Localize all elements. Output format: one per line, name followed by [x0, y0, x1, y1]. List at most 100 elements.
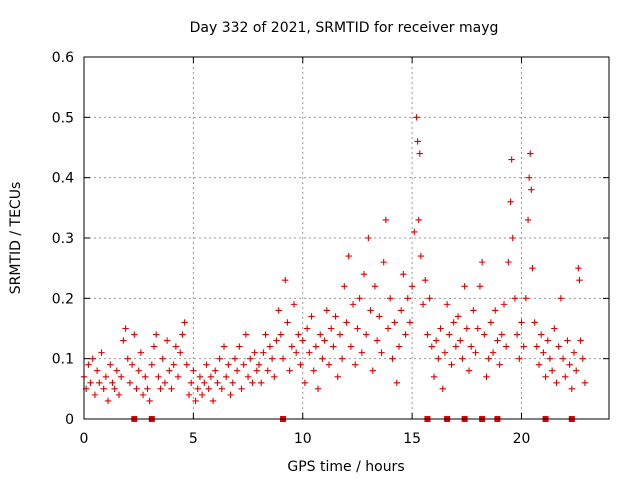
data-point: [240, 361, 247, 368]
data-point: [109, 379, 116, 386]
data-point: [402, 331, 409, 338]
data-point: [102, 373, 110, 380]
data-point: [321, 337, 328, 344]
data-point: [257, 379, 265, 386]
data-point: [268, 355, 276, 362]
data-point: [338, 355, 346, 362]
data-point: [85, 361, 92, 368]
data-point: [122, 325, 129, 332]
data-point: [347, 343, 355, 350]
data-point: [308, 313, 315, 320]
data-point: [323, 307, 331, 314]
data-point: [236, 343, 243, 350]
data-point: [415, 216, 422, 224]
data-point: [422, 277, 429, 284]
data-point: [297, 361, 304, 368]
data-point: [120, 337, 127, 344]
data-point: [159, 355, 166, 362]
data-point: [187, 379, 195, 386]
data-point: [406, 319, 414, 326]
data-point: [209, 397, 217, 405]
data-point: [555, 343, 562, 350]
data-point: [93, 367, 101, 374]
data-point: [117, 373, 125, 380]
data-point: [566, 361, 573, 368]
data-point: [533, 343, 541, 350]
chart-title: Day 332 of 2021, SRMTID for receiver may…: [190, 20, 499, 36]
data-point: [253, 367, 261, 374]
data-point: [579, 355, 586, 362]
data-point: [349, 301, 357, 308]
data-point: [494, 337, 501, 344]
data-point: [115, 391, 123, 399]
data-point: [397, 307, 405, 314]
data-point: [577, 337, 584, 344]
data-points: [80, 114, 589, 405]
data-point: [295, 331, 302, 338]
data-point: [540, 349, 547, 356]
data-point: [389, 355, 396, 362]
data-point: [478, 258, 486, 266]
data-point: [214, 379, 221, 386]
data-point: [483, 373, 490, 380]
x-axis-label: GPS time / hours: [287, 459, 404, 475]
data-point: [387, 295, 394, 302]
data-point: [502, 343, 510, 350]
data-point: [371, 283, 379, 290]
data-point: [430, 373, 438, 380]
data-point: [441, 349, 449, 356]
data-point: [183, 361, 191, 368]
data-point: [528, 186, 535, 193]
data-point: [177, 349, 184, 356]
data-point: [207, 373, 215, 380]
data-point: [201, 379, 208, 386]
data-point: [133, 385, 140, 393]
y-tick-label: 0.3: [52, 231, 74, 247]
data-point: [570, 349, 578, 356]
data-point: [152, 331, 160, 338]
data-point: [424, 331, 431, 338]
data-point: [531, 319, 538, 326]
data-point: [255, 361, 263, 368]
data-point: [411, 228, 418, 236]
x-tick-label: 0: [80, 431, 89, 447]
data-point: [553, 379, 560, 386]
data-point: [286, 367, 293, 374]
data-point: [273, 337, 280, 344]
data-point: [299, 337, 306, 344]
data-point: [317, 331, 324, 338]
data-point: [262, 331, 269, 338]
data-point: [282, 277, 289, 284]
data-point: [172, 343, 180, 350]
data-point: [544, 337, 551, 344]
data-point: [457, 337, 464, 344]
data-point: [238, 385, 245, 393]
data-point: [345, 252, 352, 260]
grid: [84, 57, 609, 419]
data-point: [439, 385, 446, 393]
data-point: [395, 343, 403, 350]
data-point: [327, 325, 335, 332]
data-point: [271, 373, 278, 380]
data-point: [168, 385, 175, 393]
data-point: [511, 295, 519, 302]
y-tick-label: 0.5: [52, 110, 74, 126]
data-point: [485, 355, 492, 362]
data-point: [472, 349, 479, 356]
data-point: [264, 367, 271, 374]
data-point: [343, 319, 350, 326]
data-point: [443, 301, 451, 308]
data-point: [301, 379, 309, 386]
data-point: [216, 355, 223, 362]
data-point: [288, 343, 296, 350]
data-point: [568, 385, 576, 393]
data-point: [452, 343, 460, 350]
data-point: [87, 379, 94, 386]
data-point: [222, 373, 230, 380]
data-point: [196, 373, 204, 380]
data-point: [467, 343, 475, 350]
y-tick-label: 0.2: [52, 291, 74, 307]
data-point: [126, 379, 134, 386]
data-point: [365, 234, 372, 242]
data-point: [275, 307, 282, 314]
